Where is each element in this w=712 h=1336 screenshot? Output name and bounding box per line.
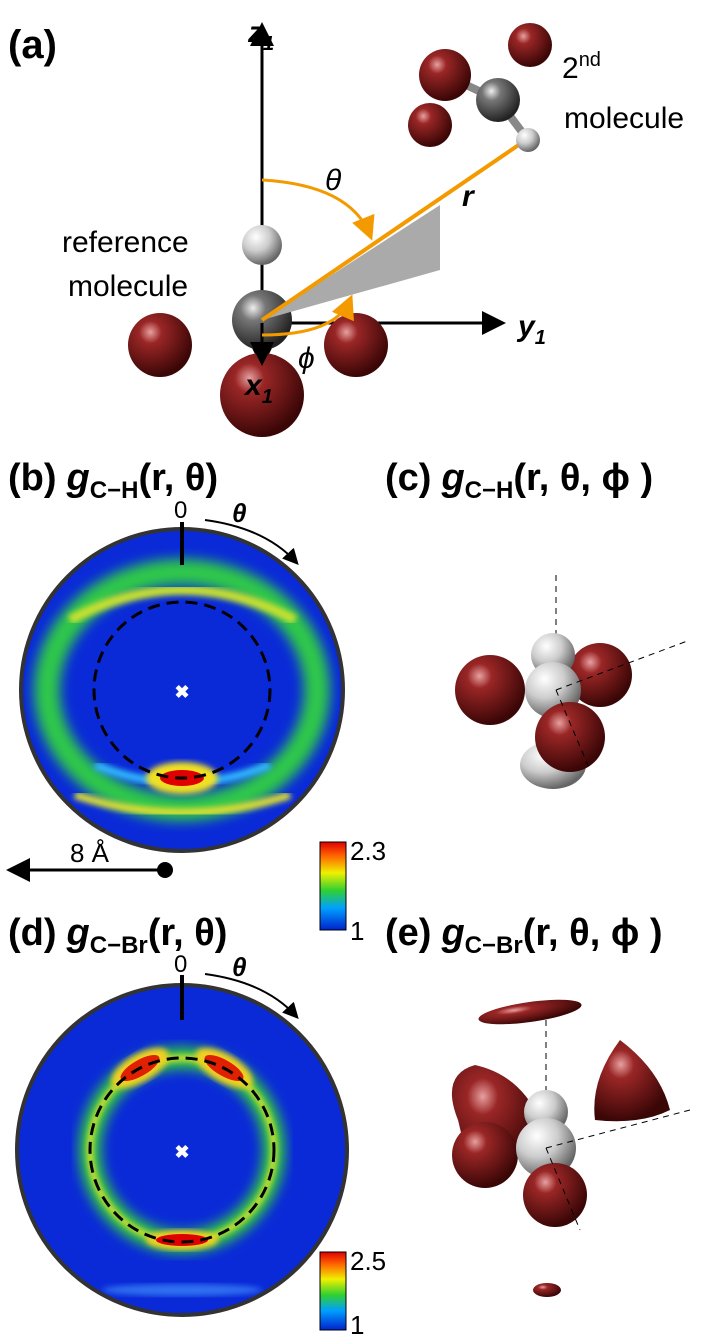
panel-title: (c) gC−H(r, θ, ϕ )	[385, 457, 653, 504]
axis-line	[555, 639, 691, 691]
colorbar-max: 2.5	[350, 1246, 386, 1276]
axis-label: x1	[243, 369, 273, 408]
carbon	[476, 78, 520, 122]
theta-arrow	[204, 519, 299, 565]
panel-title: (e) gC−Br(r, θ, ϕ )	[385, 912, 663, 959]
zero-label: 0	[174, 497, 187, 524]
r-vector	[260, 140, 525, 322]
second-label: 2nd	[562, 49, 601, 85]
bromine-density	[535, 702, 605, 772]
bromine	[508, 23, 552, 67]
phi-arc	[261, 294, 354, 337]
bromine-density	[478, 999, 582, 1025]
bromine-density	[533, 1283, 561, 1297]
colorbar	[319, 1251, 347, 1331]
scale-label: 8 Å	[70, 838, 110, 868]
reference-label: molecule	[68, 270, 188, 303]
panel-label: (a)	[8, 23, 57, 67]
colorbar-max: 2.3	[350, 836, 386, 866]
center-mark: ✖	[174, 682, 189, 702]
colorbar	[319, 841, 347, 931]
scale-dot	[157, 862, 173, 878]
reference-label: reference	[62, 226, 189, 259]
zero-label: 0	[174, 951, 187, 978]
panel-e: (e) gC−Br(r, θ, ϕ )	[385, 912, 691, 1297]
bromine-density	[594, 1040, 670, 1122]
bromine-density	[523, 1163, 587, 1227]
bromine	[408, 103, 452, 147]
colorbar-min: 1	[350, 1310, 364, 1336]
bromine	[220, 353, 304, 437]
axis-line	[555, 689, 591, 771]
axis-label: z1	[247, 16, 274, 55]
bromine	[419, 49, 471, 101]
phi-label: ϕ	[298, 342, 315, 375]
theta-label: θ	[325, 164, 342, 197]
theta-arrow	[204, 973, 299, 1019]
dashed-circle	[92, 600, 272, 780]
theta-label: θ	[232, 498, 247, 528]
bromine	[128, 313, 192, 377]
colorbar-min: 1	[350, 916, 364, 946]
panel-b: (b) gC−H(r, θ) ✖ 0 θ 2.3 1 8 Å	[6, 457, 386, 946]
theta-arc	[261, 178, 375, 241]
center-mark: ✖	[174, 1142, 189, 1162]
r-label: r	[462, 180, 476, 213]
bromine-density	[452, 1122, 518, 1188]
panel-title: (d) gC−Br(r, θ)	[8, 912, 227, 959]
bromine	[324, 313, 388, 377]
second-label: molecule	[564, 102, 684, 135]
theta-label: θ	[232, 952, 247, 982]
panel-title: (b) gC−H(r, θ)	[8, 457, 218, 504]
hydrogen	[516, 128, 540, 152]
bromine-density	[455, 655, 525, 725]
panel-d: (d) gC−Br(r, θ) ✖ 0 θ 2.5 1	[8, 912, 386, 1336]
hydrogen	[242, 225, 282, 265]
axis-line	[545, 1147, 581, 1231]
panel-a: (a) z1 y1 x1 θ ϕ r reference molecule 2n…	[8, 16, 684, 437]
axis-line	[545, 1109, 691, 1149]
dashed-circle	[88, 1056, 276, 1244]
panel-c: (c) gC−H(r, θ, ϕ )	[385, 457, 691, 789]
axis-label: y1	[516, 310, 546, 349]
bromine-density	[568, 643, 632, 707]
